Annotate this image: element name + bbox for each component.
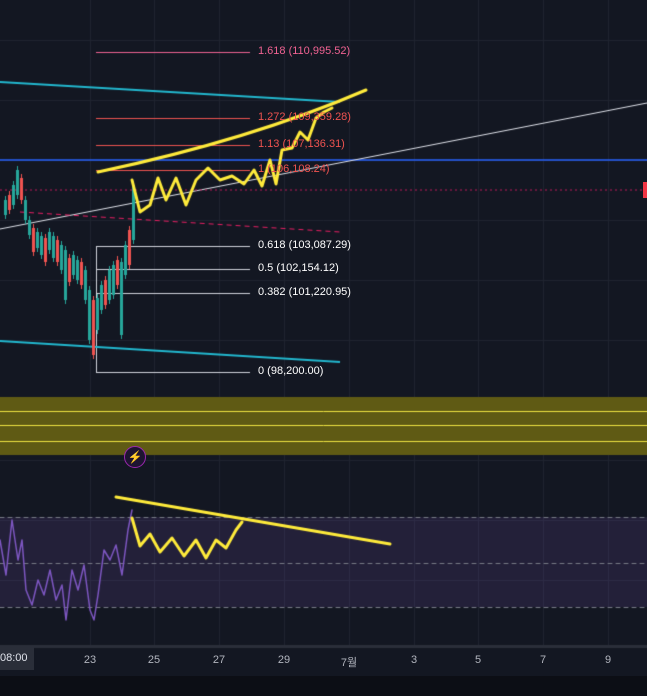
time-tick-label: 23 xyxy=(83,654,97,666)
fib-level-label: 1.272 (109,359.28) xyxy=(258,111,351,123)
crosshair-time-badge: 08:00 xyxy=(0,646,34,670)
price-axis-marker xyxy=(643,182,647,198)
fib-level-label: 1.13 (107,136.31) xyxy=(258,138,345,150)
time-tick-label: 7월 xyxy=(340,657,358,669)
fib-level-label: 0.618 (103,087.29) xyxy=(258,239,351,251)
time-tick-label: 27 xyxy=(212,654,226,666)
fib-level-label: 0 (98,200.00) xyxy=(258,365,324,377)
fib-level-label: 1.618 (110,995.52) xyxy=(258,45,351,57)
time-tick-label: 25 xyxy=(147,654,161,666)
time-tick-label: 5 xyxy=(474,654,482,666)
time-tick-label: 29 xyxy=(277,654,291,666)
time-tick-label: 9 xyxy=(604,654,612,666)
fib-level-label: 1 (106,108.24) xyxy=(258,163,330,175)
time-tick-label: 7 xyxy=(539,654,547,666)
fib-level-label: 0.382 (101,220.95) xyxy=(258,286,351,298)
time-tick-label: 3 xyxy=(410,654,418,666)
lightning-icon[interactable]: ⚡ xyxy=(124,446,146,468)
bottom-toolbar xyxy=(0,676,647,696)
fib-level-label: 0.5 (102,154.12) xyxy=(258,262,339,274)
